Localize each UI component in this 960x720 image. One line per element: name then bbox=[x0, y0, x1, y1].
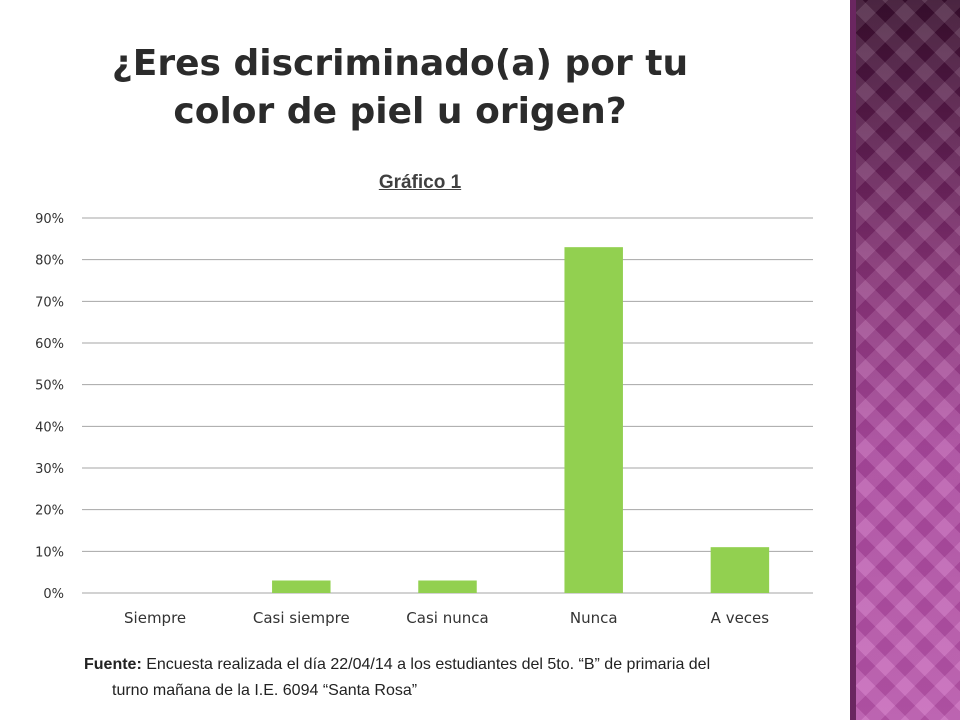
y-tick-label: 60% bbox=[35, 337, 64, 352]
source-label: Fuente: bbox=[84, 656, 142, 673]
bar-chart: 0% 10% 20% 30% 40% 50% 60% 70% 80% 90% Siempre Cas… bbox=[35, 212, 813, 627]
bar-casi-nunca bbox=[418, 580, 477, 593]
x-axis-categories: Siempre Casi siempre Casi nunca Nunca A vece… bbox=[124, 609, 769, 627]
y-tick-label: 30% bbox=[35, 462, 64, 477]
side-band-edge bbox=[850, 0, 856, 720]
y-tick-label: 80% bbox=[35, 254, 64, 269]
y-tick-label: 0% bbox=[43, 587, 64, 602]
y-tick-label: 70% bbox=[35, 295, 64, 310]
chart-title: Gráfico 1 bbox=[378, 172, 462, 193]
gridlines bbox=[82, 217, 813, 594]
y-tick-label: 10% bbox=[35, 545, 64, 560]
y-axis-ticks: 0% 10% 20% 30% 40% 50% 60% 70% 80% 90% bbox=[35, 212, 64, 602]
x-category-label: Casi siempre bbox=[253, 609, 350, 627]
y-tick-label: 90% bbox=[35, 212, 64, 227]
x-category-label: Casi nunca bbox=[406, 609, 488, 627]
y-tick-label: 40% bbox=[35, 420, 64, 435]
slide-title: ¿Eres discriminado(a) por tu color de pi… bbox=[111, 43, 689, 132]
bar-a-veces bbox=[710, 547, 770, 593]
y-tick-label: 20% bbox=[35, 504, 64, 519]
bar-nunca bbox=[564, 247, 623, 593]
bar-casi-siempre bbox=[272, 580, 331, 593]
source-line-2: turno mañana de la I.E. 6094 “Santa Rosa… bbox=[112, 682, 418, 699]
source-note: Fuente: Encuesta realizada el día 22/04/… bbox=[84, 652, 844, 704]
x-category-label: A veces bbox=[711, 609, 770, 627]
bars bbox=[272, 247, 770, 593]
slide-area bbox=[0, 0, 850, 720]
y-tick-label: 50% bbox=[35, 379, 64, 394]
decorative-side-band bbox=[850, 0, 960, 720]
x-category-label: Nunca bbox=[570, 609, 618, 627]
source-line-1: Encuesta realizada el día 22/04/14 a los… bbox=[146, 656, 711, 673]
x-category-label: Siempre bbox=[124, 609, 186, 627]
